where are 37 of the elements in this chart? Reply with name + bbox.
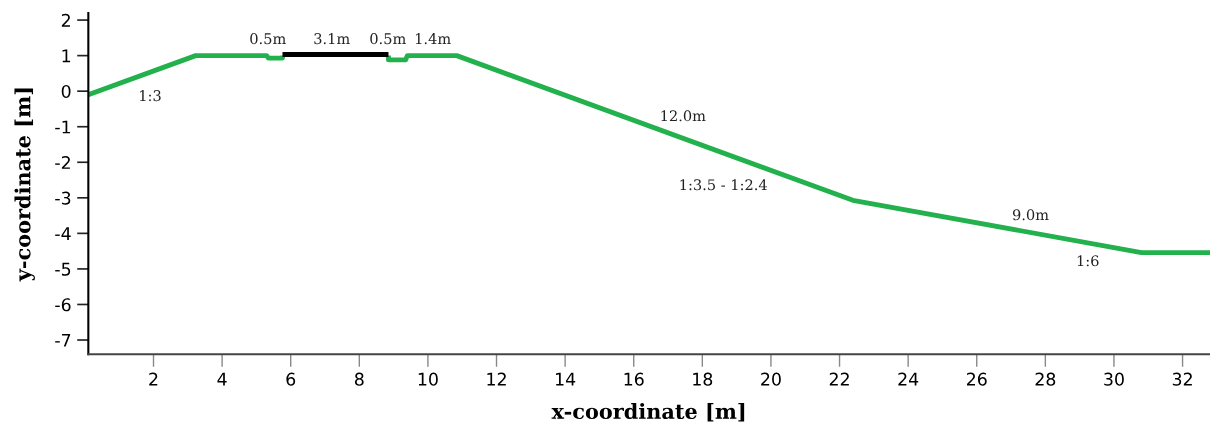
y-axis-title: y-coordinate [m] — [14, 88, 35, 282]
annotation: 9.0m — [1012, 209, 1049, 221]
y-tick-label: 2 — [61, 13, 70, 27]
y-tick-label: -2 — [55, 155, 70, 169]
y-tick-label: -4 — [55, 227, 71, 240]
y-tick-label: -3 — [55, 191, 71, 205]
x-tick-label: 22 — [829, 372, 849, 386]
x-tick-label: 26 — [966, 372, 987, 386]
y-tick-label: -6 — [55, 298, 71, 312]
annotation: 0.5m — [250, 33, 286, 45]
y-tick-label: -5 — [55, 262, 71, 276]
x-tick-label: 32 — [1172, 372, 1192, 386]
annotation: 1:3.5 - 1:2.4 — [680, 179, 767, 191]
annotation: 1.4m — [415, 33, 451, 45]
annotation: 3.1m — [314, 33, 350, 45]
annotation: 12.0m — [661, 110, 706, 122]
x-tick-label: 18 — [693, 372, 713, 386]
y-tick-label: 1 — [62, 49, 71, 63]
annotation: 1:3 — [140, 90, 161, 102]
x-tick-label: 30 — [1104, 372, 1124, 386]
annotation: 0.5m — [370, 33, 406, 45]
y-tick-label: 0 — [61, 84, 71, 99]
y-tick-label: -1 — [55, 120, 71, 134]
x-tick-label: 10 — [418, 372, 438, 386]
x-tick-label: 16 — [624, 372, 644, 386]
annotation: 1:6 — [1077, 255, 1099, 267]
x-tick-label: 28 — [1035, 372, 1056, 386]
x-tick-label: 2 — [149, 372, 158, 386]
x-tick-label: 24 — [898, 372, 919, 386]
x-axis-title: x-coordinate [m] — [551, 402, 745, 422]
x-tick-label: 20 — [761, 372, 781, 386]
x-tick-label: 12 — [487, 372, 506, 386]
x-tick-label: 8 — [354, 372, 364, 386]
x-tick-label: 14 — [555, 372, 576, 386]
y-tick-label: -7 — [55, 333, 71, 347]
x-tick-label: 4 — [217, 372, 227, 386]
x-tick-label: 6 — [286, 372, 296, 386]
